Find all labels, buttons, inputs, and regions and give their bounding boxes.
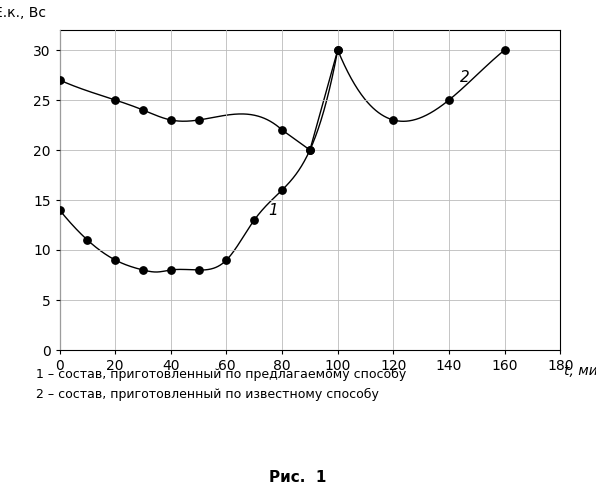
Text: Рис.  1: Рис. 1 (269, 470, 327, 485)
Point (305, 146, 315, 154)
Point (277, 126, 287, 134)
Point (55, 76, 64, 84)
Point (194, 116, 203, 124)
Point (333, 46, 343, 54)
Point (444, 96, 454, 104)
Point (166, 116, 176, 124)
Point (305, 146, 315, 154)
Point (500, 46, 510, 54)
Text: 1: 1 (268, 203, 278, 218)
Point (277, 186, 287, 194)
Point (110, 256, 120, 264)
Point (138, 106, 148, 114)
Point (83, 236, 92, 244)
Point (333, 46, 343, 54)
Text: 1 – состав, приготовленный по предлагаемому способу: 1 – состав, приготовленный по предлагаем… (36, 368, 406, 380)
Point (110, 96, 120, 104)
Point (166, 266, 176, 274)
Point (222, 256, 231, 264)
Text: 2: 2 (460, 70, 470, 85)
Point (194, 266, 203, 274)
Point (389, 116, 398, 124)
X-axis label: t, мин: t, мин (564, 364, 596, 378)
Point (55, 206, 64, 214)
Text: 2 – состав, приготовленный по известному способу: 2 – состав, приготовленный по известному… (36, 388, 378, 400)
Point (138, 266, 148, 274)
Point (250, 216, 259, 224)
Y-axis label: Е.к., Вс: Е.к., Вс (0, 6, 45, 20)
